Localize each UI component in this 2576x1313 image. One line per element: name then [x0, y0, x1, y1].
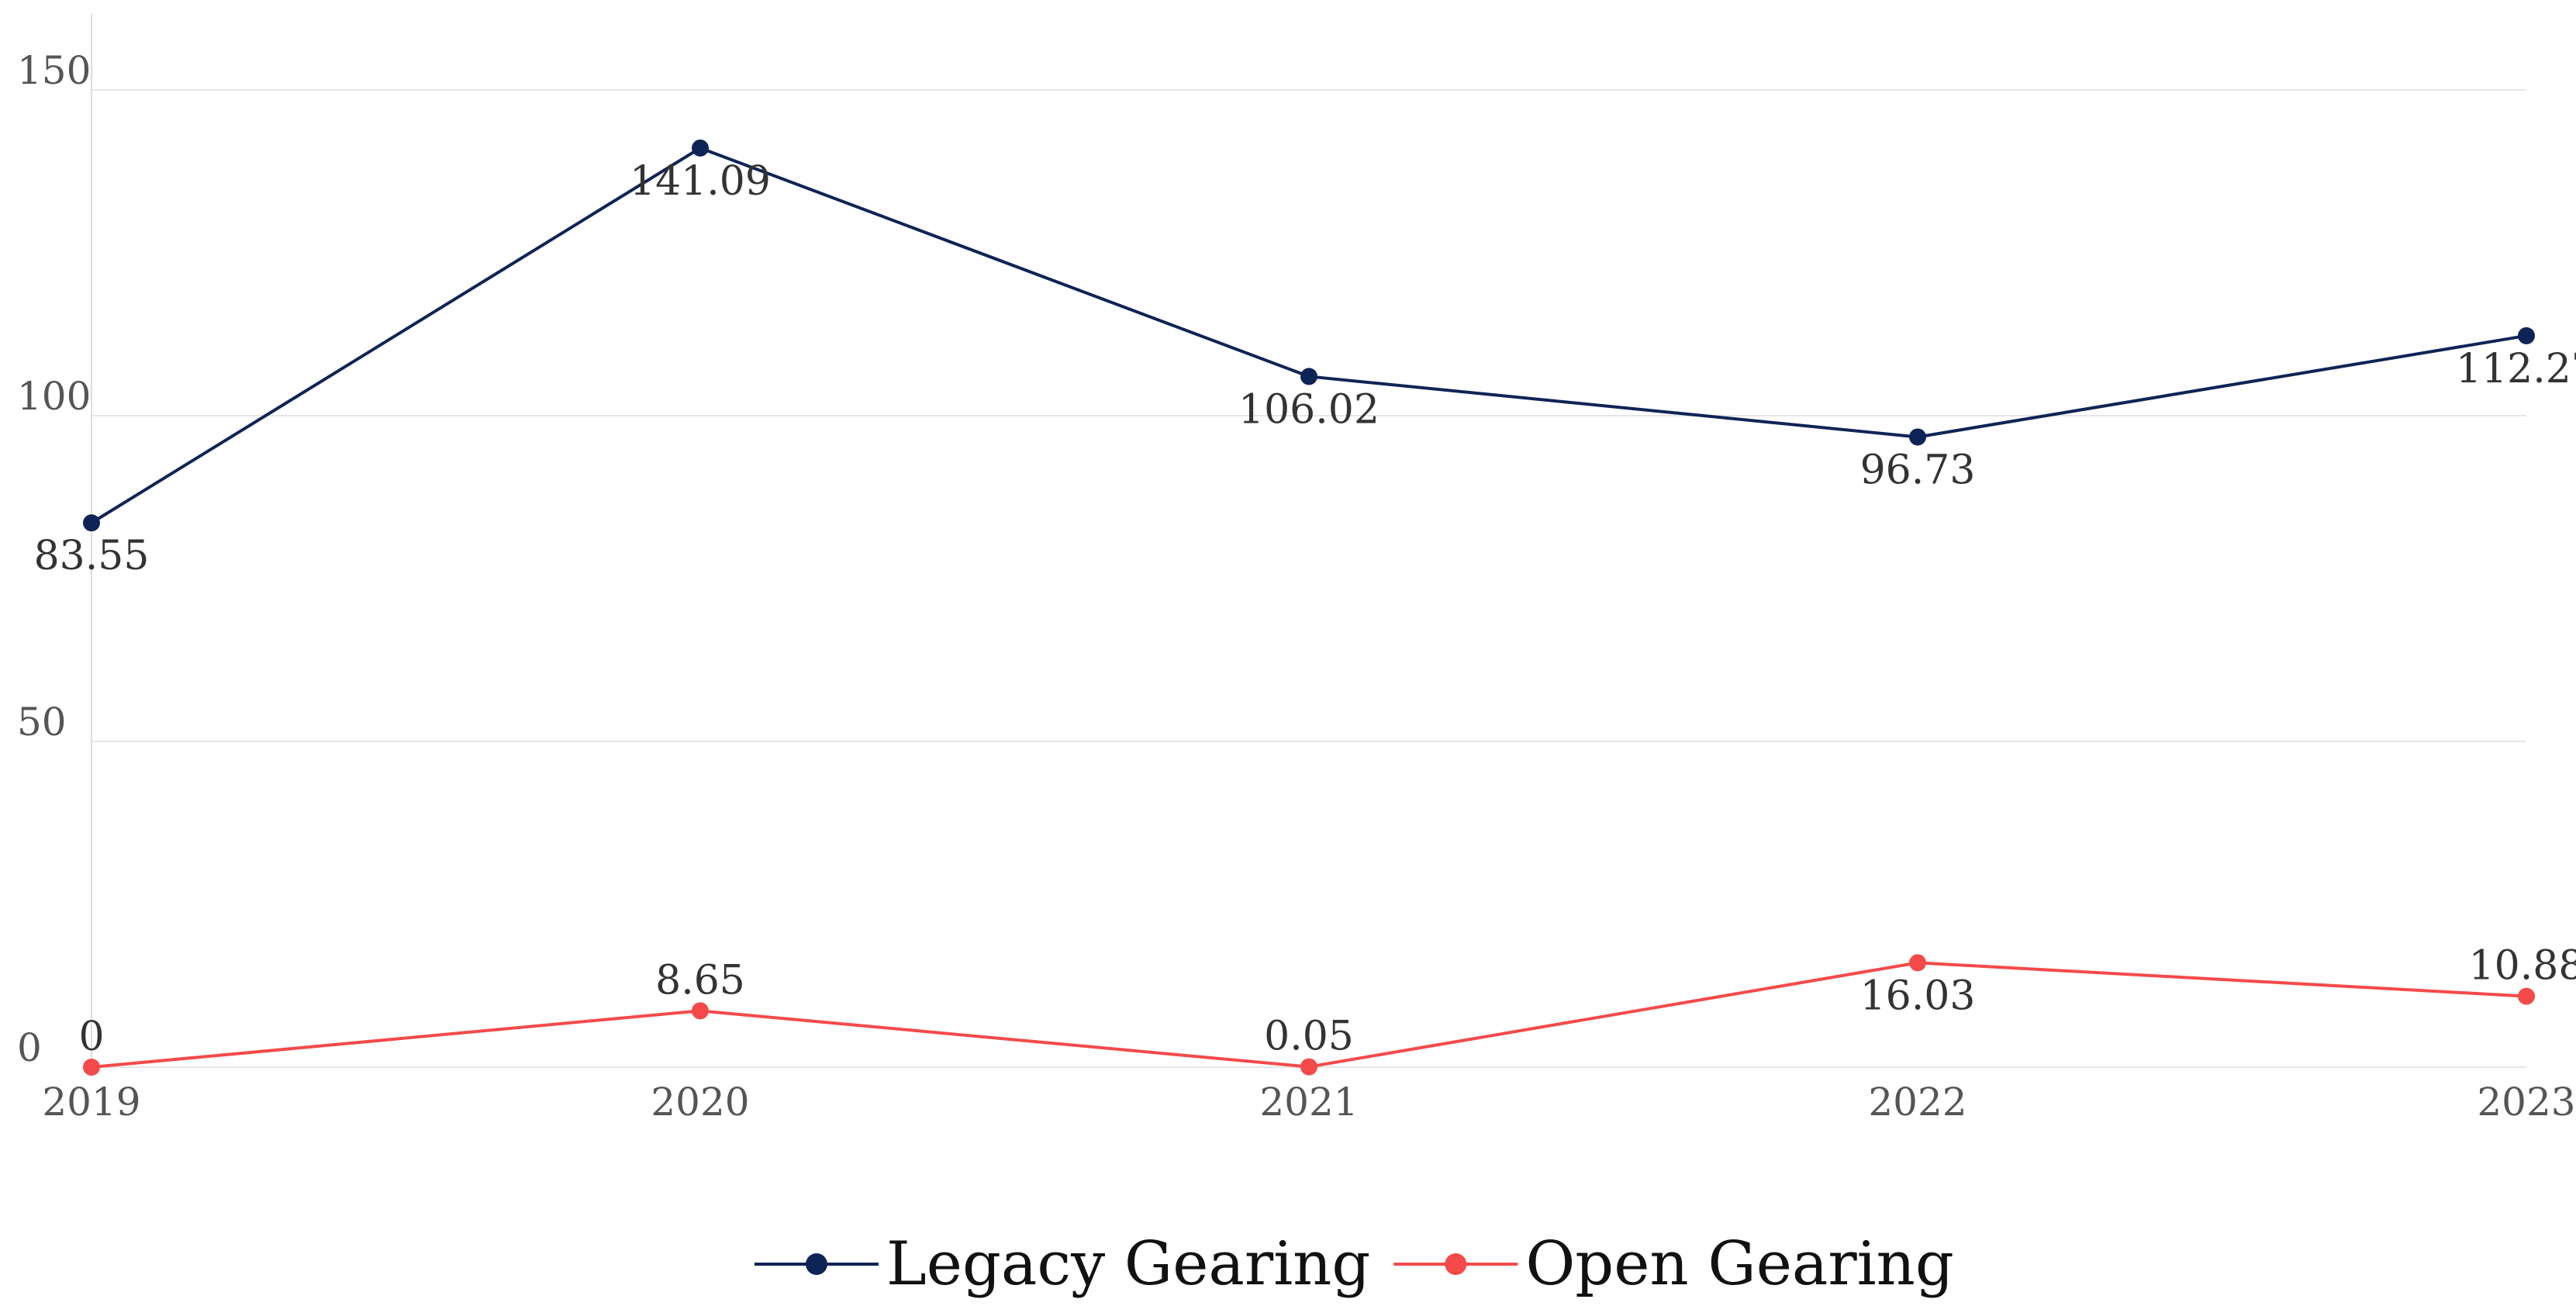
- legend-label: Open Gearing: [1525, 1229, 1953, 1299]
- data-point: [83, 1059, 100, 1076]
- x-tick-label: 2023: [2477, 1080, 2575, 1125]
- series-group: [83, 139, 2535, 1076]
- legend-label: Legacy Gearing: [886, 1229, 1370, 1299]
- legend-marker: [806, 1253, 827, 1275]
- x-tick-label: 2020: [651, 1080, 749, 1125]
- x-tick-label: 2022: [1868, 1080, 1967, 1125]
- data-label: 0.05: [1264, 1014, 1354, 1060]
- data-label: 0: [78, 1014, 104, 1060]
- legend-item-0[interactable]: Legacy Gearing: [754, 1229, 1370, 1299]
- y-tick-label: 0: [17, 1025, 42, 1070]
- grid-lines: [91, 14, 2526, 1068]
- data-point: [1909, 428, 1926, 446]
- data-point: [692, 139, 709, 157]
- data-label: 8.65: [655, 957, 745, 1004]
- legend-item-1[interactable]: Open Gearing: [1393, 1229, 1954, 1299]
- y-tick-label: 50: [17, 700, 67, 745]
- data-label: 16.03: [1860, 973, 1976, 1019]
- legend[interactable]: Legacy Gearing Open Gearing: [754, 1229, 1954, 1299]
- y-tick-label: 150: [17, 48, 91, 93]
- data-labels: 83.55 141.09 106.02 96.73 112.27 0 8.65 0.05 16.…: [34, 158, 2576, 1060]
- data-point: [692, 1002, 709, 1020]
- data-label: 83.55: [34, 533, 150, 579]
- x-axis: 2019 2020 2021 2022 2023: [42, 1080, 2575, 1125]
- legend-marker: [1445, 1253, 1467, 1275]
- data-label: 10.88: [2469, 943, 2576, 990]
- data-point: [2518, 987, 2535, 1005]
- data-label: 112.27: [2456, 346, 2576, 392]
- x-tick-label: 2019: [42, 1080, 140, 1125]
- data-point: [83, 514, 100, 532]
- series-line-0: [90, 146, 2527, 524]
- data-label: 141.09: [630, 158, 771, 205]
- y-axis: 0 50 100 150: [17, 48, 91, 1070]
- data-point: [1300, 368, 1317, 385]
- data-point: [2518, 327, 2535, 344]
- data-label: 106.02: [1238, 386, 1380, 433]
- data-point: [1909, 954, 1926, 972]
- data-point: [1300, 1058, 1317, 1076]
- y-tick-label: 100: [17, 374, 91, 419]
- x-tick-label: 2021: [1259, 1080, 1358, 1125]
- data-label: 96.73: [1860, 447, 1976, 493]
